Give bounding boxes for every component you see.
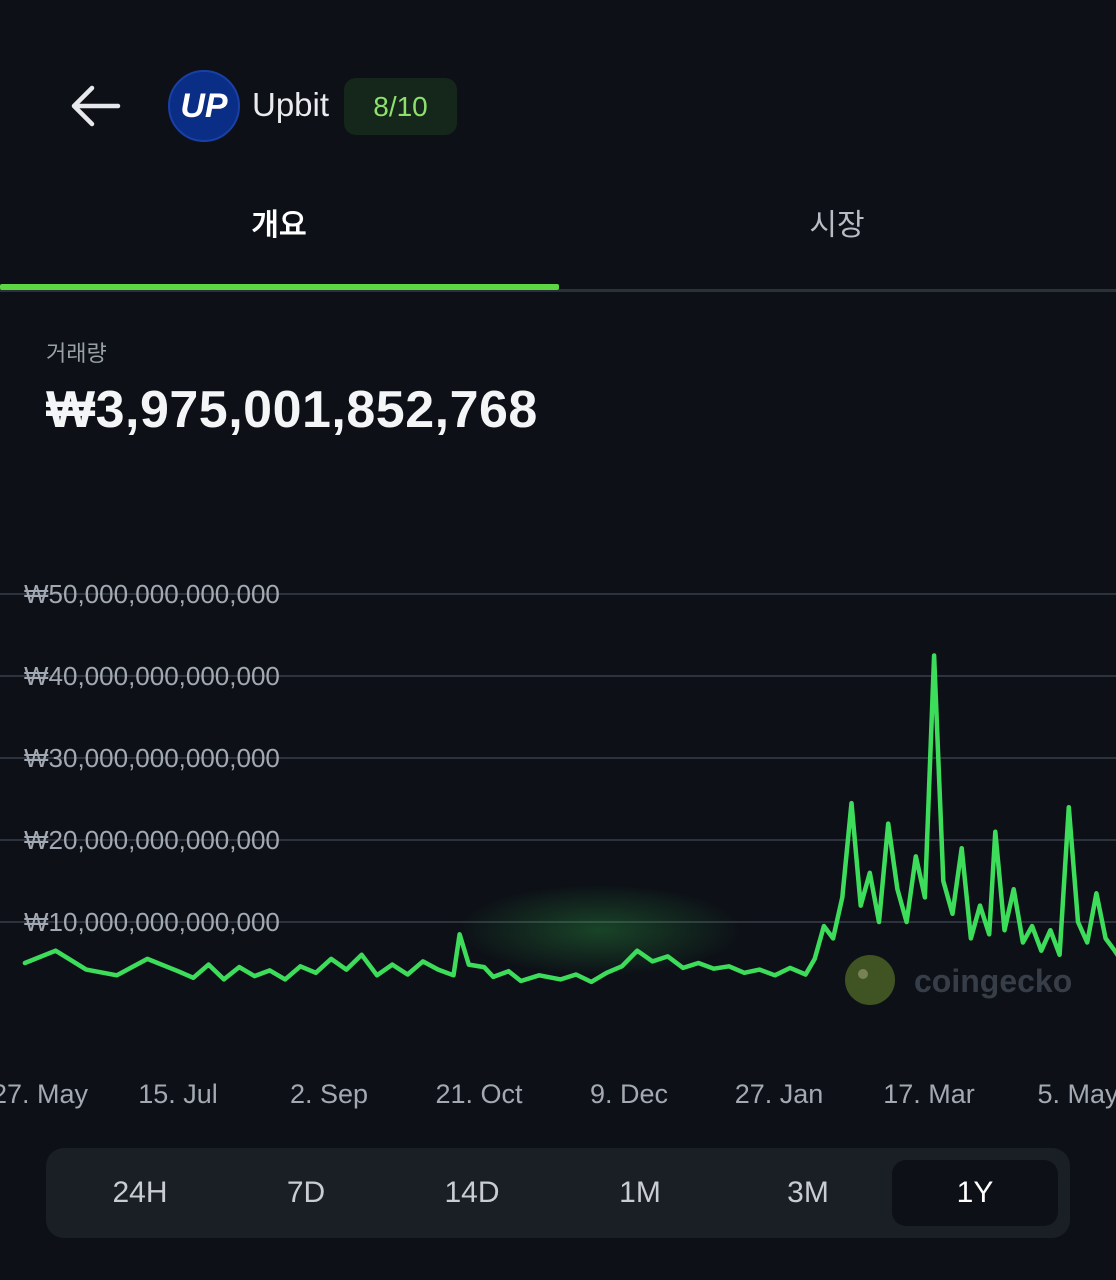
range-3m-button[interactable]: 3M	[787, 1176, 829, 1209]
tab-bar: 개요 시장	[0, 180, 1116, 292]
exchange-logo: UP	[168, 70, 240, 142]
x-tick-label: 17. Mar	[883, 1079, 975, 1109]
range-1y-button[interactable]: 1Y	[892, 1160, 1058, 1226]
chart-glow	[460, 885, 740, 975]
x-tick-label: 27. Jan	[735, 1079, 824, 1109]
exchange-name: Upbit	[252, 86, 330, 123]
arrow-left-icon	[71, 85, 121, 127]
volume-label: 거래량	[46, 341, 107, 366]
x-tick-label: 9. Dec	[590, 1079, 668, 1109]
logo-text: UP	[180, 87, 228, 125]
volume-chart[interactable]: coingecko ₩10,000,000,000,000 ₩20,000,000…	[0, 560, 1116, 1120]
trust-score-badge: 8/10	[344, 78, 457, 135]
x-tick-label: 5. May	[1037, 1079, 1116, 1109]
volume-series-line	[22, 653, 1116, 985]
volume-value: ₩3,975,001,852,768	[46, 381, 538, 439]
range-24h-button[interactable]: 24H	[112, 1176, 168, 1209]
active-tab-indicator	[0, 284, 559, 290]
coingecko-watermark: coingecko	[845, 955, 1072, 1005]
x-tick-label: 27. May	[0, 1079, 89, 1109]
back-button[interactable]	[62, 78, 126, 134]
y-tick-label: ₩20,000,000,000,000	[24, 825, 280, 855]
tab-markets[interactable]: 시장	[809, 209, 865, 242]
y-tick-label: ₩40,000,000,000,000	[24, 661, 280, 691]
tab-divider	[0, 289, 1116, 292]
header: UP Upbit 8/10	[0, 60, 1116, 152]
time-range-selector: 24H 7D 14D 1M 3M 1Y	[46, 1148, 1070, 1238]
y-tick-label: ₩10,000,000,000,000	[24, 907, 280, 937]
range-14d-button[interactable]: 14D	[444, 1176, 500, 1209]
x-tick-label: 15. Jul	[138, 1079, 218, 1109]
watermark-text: coingecko	[914, 963, 1072, 999]
x-tick-label: 21. Oct	[435, 1079, 523, 1109]
tab-overview[interactable]: 개요	[251, 209, 307, 242]
y-tick-label: ₩50,000,000,000,000	[24, 579, 280, 609]
y-tick-label: ₩30,000,000,000,000	[24, 743, 280, 773]
range-7d-button[interactable]: 7D	[286, 1176, 326, 1209]
range-1m-button[interactable]: 1M	[619, 1176, 661, 1209]
x-tick-label: 2. Sep	[290, 1079, 368, 1109]
